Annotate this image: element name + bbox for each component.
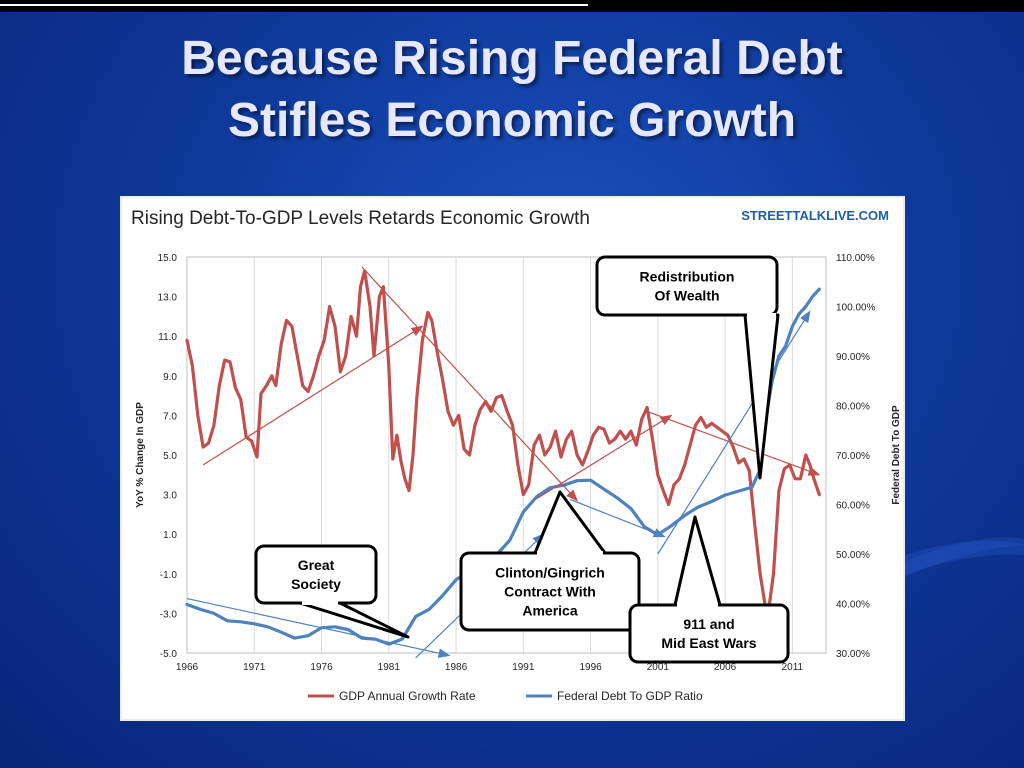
trend-arrow (361, 266, 578, 502)
y-tick-label: 13.0 (158, 293, 178, 304)
y2-tick-label: 40.00% (836, 600, 870, 611)
trend-arrow (657, 310, 811, 555)
y-tick-label: -3.0 (160, 609, 178, 620)
y-tick-label: -1.0 (160, 570, 178, 581)
trend-arrow (202, 325, 424, 466)
callout-clinton-gingrich-text: Contract With (504, 584, 596, 600)
y2-tick-label: 30.00% (836, 649, 870, 660)
callout-great-society-box (254, 544, 378, 605)
trend-arrow (570, 498, 666, 538)
slide-title-line-2: Stifles Economic Growth (227, 94, 797, 147)
plot-area (186, 256, 827, 654)
y2-tick-label: 80.00% (836, 402, 870, 413)
callout-redistribution-text: Redistribution (640, 269, 735, 285)
y-tick-label: 3.0 (163, 491, 177, 502)
y-tick-label: 1.0 (163, 530, 177, 541)
callout-great-society-text: Great (298, 557, 335, 573)
x-tick-label: 1981 (378, 662, 401, 673)
top-bar (0, 0, 1024, 12)
y2-tick-label: 50.00% (836, 550, 870, 561)
x-tick-label: 1971 (243, 662, 266, 673)
y2-axis-title: Federal Debt To GDP (891, 405, 902, 505)
y2-tick-label: 60.00% (836, 501, 870, 512)
x-tick-label: 1991 (512, 662, 535, 673)
y2-tick-label: 90.00% (836, 352, 870, 363)
callout-clinton-gingrich-text: America (522, 603, 577, 619)
callout-redistribution-text: Of Wealth (654, 288, 719, 304)
slide-title: Because Rising Federal Debt Stifles Econ… (40, 28, 984, 152)
y2-tick-label: 100.00% (836, 303, 876, 314)
callout-redistribution-box (595, 255, 779, 317)
legend-label-gdp: GDP Annual Growth Rate (339, 689, 476, 703)
x-tick-label: 1976 (310, 662, 333, 673)
x-tick-label: 1986 (445, 662, 468, 673)
trend-arrow (646, 410, 821, 476)
y2-tick-label: 70.00% (836, 451, 870, 462)
y-tick-label: 9.0 (163, 372, 177, 383)
callout-911-wars-text: 911 and (683, 616, 734, 632)
callout-911-wars-text: Mid East Wars (661, 635, 756, 651)
y-tick-label: 7.0 (163, 411, 177, 422)
callout-911-wars-box (628, 603, 790, 664)
y-tick-label: 15.0 (158, 253, 178, 264)
chart-title: Rising Debt-To-GDP Levels Retards Econom… (131, 208, 590, 229)
legend-label-debt: Federal Debt To GDP Ratio (557, 689, 703, 703)
chart-panel: Rising Debt-To-GDP Levels Retards Econom… (120, 196, 905, 721)
chart-source: STREETTALKLIVE.COM (741, 208, 889, 223)
trend-arrow (186, 597, 451, 658)
x-tick-label: 1966 (176, 662, 199, 673)
x-tick-label: 2011 (782, 662, 804, 673)
y-tick-label: 11.0 (158, 332, 177, 343)
y2-tick-label: 110.00% (836, 253, 875, 264)
gdp-growth-line (185, 269, 821, 610)
x-tick-label: 2001 (647, 662, 670, 673)
callout-clinton-gingrich-text: Clinton/Gingrich (495, 565, 605, 581)
x-tick-label: 1996 (579, 662, 602, 673)
trend-arrow (536, 414, 673, 500)
y-axis-title: YoY % Change In GDP (135, 402, 146, 508)
y-tick-label: -5.0 (160, 649, 178, 660)
top-bar-line (0, 4, 588, 6)
slide-title-line-1: Because Rising Federal Debt (181, 32, 843, 85)
callout-great-society-text: Society (291, 576, 341, 592)
chart-svg: Rising Debt-To-GDP Levels Retards Econom… (120, 196, 905, 721)
x-tick-label: 2006 (714, 662, 737, 673)
y-tick-label: 5.0 (163, 451, 177, 462)
